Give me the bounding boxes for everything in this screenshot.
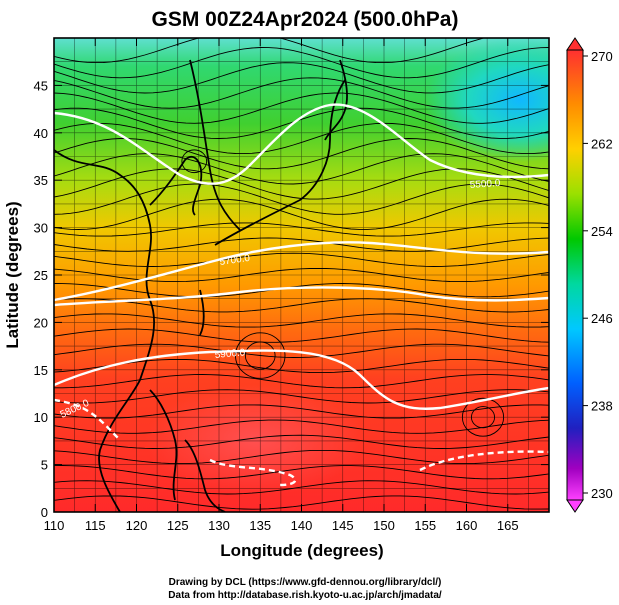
plot-area: 5500.0 5700.0 5900.0 5800.0 <box>54 38 549 512</box>
streamline <box>54 298 549 313</box>
eddy-streamline <box>181 149 208 174</box>
eddy-streamline <box>471 406 496 429</box>
streamline <box>54 389 549 404</box>
colorbar-tick-label: 270 <box>591 49 613 64</box>
contour-label: 5900.0 <box>214 347 246 361</box>
colorbar-tick-label: 238 <box>591 399 613 414</box>
y-tick-label: 20 <box>34 315 48 330</box>
streamline <box>54 138 549 170</box>
streamline <box>54 434 549 449</box>
streamline <box>54 343 549 358</box>
contour-tropical <box>209 458 297 487</box>
streamline <box>54 47 549 79</box>
streamline <box>54 222 549 237</box>
streamline <box>54 77 549 109</box>
credit-data: Data from http://database.rish.kyoto-u.a… <box>168 590 442 601</box>
streamline <box>54 267 549 283</box>
streamline <box>54 122 549 155</box>
streamline <box>54 313 549 328</box>
x-tick-label: 115 <box>85 518 106 533</box>
x-tick-label: 150 <box>373 518 395 533</box>
height-contours <box>54 103 549 487</box>
streamline <box>54 92 549 124</box>
x-tick-label: 110 <box>44 518 65 533</box>
y-tick-label: 10 <box>34 410 48 425</box>
chart-title: GSM 00Z24Apr2024 (500.0hPa) <box>152 8 459 31</box>
streamline <box>54 283 549 298</box>
x-tick-label: 120 <box>126 518 148 533</box>
streamline <box>54 252 549 267</box>
y-tick-label: 5 <box>41 458 48 473</box>
streamline <box>54 358 549 374</box>
x-tick-label: 160 <box>456 518 478 533</box>
streamline <box>54 107 549 139</box>
streamline <box>54 62 549 94</box>
streamline <box>54 449 549 465</box>
grid-lines <box>54 38 549 512</box>
colorbar-top-arrow <box>566 37 584 51</box>
streamline <box>54 328 549 343</box>
eddy-streamline <box>235 332 286 379</box>
axis-ticks <box>53 38 549 513</box>
x-tick-label: 145 <box>332 518 354 533</box>
x-tick-label: 135 <box>249 518 271 533</box>
streamline <box>54 465 549 480</box>
y-tick-labels: 0 5 10 15 20 25 30 35 40 45 <box>34 78 48 520</box>
colorbar: 270 262 254 246 238 230 <box>566 37 613 513</box>
streamline <box>54 404 549 419</box>
x-tick-label: 155 <box>414 518 436 533</box>
streamline <box>54 419 549 434</box>
y-tick-label: 35 <box>34 173 48 188</box>
y-tick-label: 45 <box>34 78 48 93</box>
streamline <box>54 374 549 389</box>
eddy-streamline <box>461 397 505 437</box>
x-tick-label: 140 <box>291 518 313 533</box>
contour-5900 <box>54 349 549 410</box>
streamline <box>54 480 549 495</box>
colorbar-bottom-arrow <box>566 499 584 513</box>
contour-tropical-east <box>419 450 549 472</box>
x-tick-labels: 110 115 120 125 130 135 140 145 150 155 160 165 <box>44 518 519 533</box>
credit-drawing: Drawing by DCL (https://www.gfd-dennou.o… <box>169 577 442 588</box>
contour-5700 <box>54 241 549 302</box>
streamline <box>54 183 549 215</box>
x-tick-label: 130 <box>208 518 230 533</box>
colorbar-tick-label: 230 <box>591 486 613 501</box>
colorbar-tick-label: 246 <box>591 311 613 326</box>
colorbar-tick-label: 254 <box>591 224 613 239</box>
x-axis-label: Longitude (degrees) <box>220 541 383 560</box>
streamline <box>54 153 549 185</box>
streamline <box>54 198 549 230</box>
contour-5900-south <box>54 398 121 441</box>
contour-label: 5700.0 <box>219 253 251 268</box>
y-tick-label: 25 <box>34 268 48 283</box>
y-tick-label: 15 <box>34 363 48 378</box>
eddy-streamline <box>244 341 276 370</box>
colorbar-bar <box>566 49 584 501</box>
x-tick-label: 165 <box>497 518 519 533</box>
y-tick-label: 0 <box>41 505 48 520</box>
streamlines <box>54 38 549 510</box>
contour-5800 <box>54 286 549 307</box>
contour-label: 5500.0 <box>469 178 501 191</box>
x-tick-label: 125 <box>167 518 189 533</box>
y-axis-label: Latitude (degrees) <box>3 201 22 348</box>
y-tick-label: 40 <box>34 126 48 141</box>
colorbar-tick-label: 262 <box>591 136 613 151</box>
y-tick-label: 30 <box>34 221 48 236</box>
streamline <box>54 237 549 252</box>
contour-5500 <box>54 103 549 185</box>
